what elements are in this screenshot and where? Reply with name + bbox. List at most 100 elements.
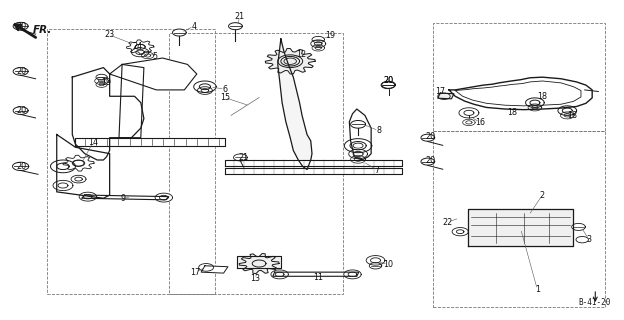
Text: 13: 13 — [250, 274, 260, 283]
Polygon shape — [13, 107, 28, 115]
Bar — [47, 29, 215, 294]
Polygon shape — [572, 223, 585, 230]
Polygon shape — [225, 168, 402, 174]
Text: 20: 20 — [16, 22, 26, 31]
Text: 20: 20 — [16, 106, 26, 115]
Polygon shape — [351, 156, 366, 163]
Polygon shape — [344, 270, 361, 279]
Text: 20: 20 — [425, 156, 436, 164]
Polygon shape — [312, 36, 324, 43]
Text: 8: 8 — [376, 126, 381, 135]
Polygon shape — [197, 87, 212, 94]
Polygon shape — [72, 68, 144, 160]
Polygon shape — [349, 149, 368, 159]
Polygon shape — [452, 228, 468, 236]
Polygon shape — [528, 104, 542, 111]
Polygon shape — [110, 58, 197, 90]
Polygon shape — [13, 22, 28, 30]
Text: 10: 10 — [383, 260, 393, 269]
Polygon shape — [278, 39, 312, 170]
Polygon shape — [57, 134, 110, 198]
Text: 4: 4 — [191, 22, 196, 31]
Polygon shape — [82, 195, 169, 200]
Text: 7: 7 — [375, 166, 380, 175]
Polygon shape — [51, 160, 76, 173]
Text: 1: 1 — [535, 285, 540, 294]
Text: 19: 19 — [102, 78, 112, 87]
Polygon shape — [173, 29, 186, 36]
Polygon shape — [96, 74, 107, 80]
Polygon shape — [119, 64, 144, 138]
Text: 3: 3 — [587, 235, 592, 244]
Polygon shape — [525, 98, 544, 108]
Text: 17: 17 — [435, 87, 446, 96]
Polygon shape — [155, 193, 172, 202]
Polygon shape — [96, 82, 107, 87]
Polygon shape — [132, 48, 149, 57]
Polygon shape — [421, 134, 435, 141]
Text: 20: 20 — [16, 67, 26, 76]
Polygon shape — [233, 154, 247, 161]
Polygon shape — [237, 256, 281, 268]
Polygon shape — [95, 77, 109, 84]
Polygon shape — [438, 93, 454, 99]
Polygon shape — [467, 209, 573, 246]
Polygon shape — [560, 112, 574, 119]
Text: 20: 20 — [384, 76, 394, 85]
Text: B-41-20: B-41-20 — [578, 298, 611, 307]
Polygon shape — [193, 81, 216, 92]
Bar — [434, 23, 605, 131]
Bar — [169, 33, 343, 294]
Polygon shape — [265, 49, 315, 74]
Text: 2: 2 — [540, 190, 545, 200]
Text: 24: 24 — [133, 42, 143, 52]
Polygon shape — [273, 272, 359, 276]
Polygon shape — [142, 52, 154, 59]
Text: 11: 11 — [313, 273, 323, 282]
Polygon shape — [311, 40, 326, 48]
Polygon shape — [312, 45, 324, 51]
Polygon shape — [351, 121, 366, 128]
Polygon shape — [382, 81, 396, 88]
Text: 16: 16 — [475, 118, 485, 127]
Text: 23: 23 — [104, 30, 114, 39]
Polygon shape — [12, 162, 29, 171]
Polygon shape — [225, 160, 402, 166]
Text: 15: 15 — [220, 93, 230, 102]
Text: 6: 6 — [222, 85, 227, 94]
Text: 12: 12 — [296, 50, 306, 59]
Polygon shape — [421, 158, 435, 165]
Polygon shape — [71, 175, 86, 183]
Text: 21: 21 — [238, 153, 248, 162]
Polygon shape — [201, 266, 228, 273]
Polygon shape — [558, 106, 577, 116]
Polygon shape — [271, 270, 288, 279]
Text: 18: 18 — [567, 111, 577, 120]
Text: FR.: FR. — [33, 25, 52, 35]
Text: 18: 18 — [537, 92, 547, 101]
Polygon shape — [228, 23, 242, 30]
Polygon shape — [79, 192, 97, 201]
Polygon shape — [462, 119, 475, 125]
Text: 20: 20 — [16, 162, 26, 171]
Text: 18: 18 — [507, 108, 517, 117]
Text: 22: 22 — [442, 218, 453, 227]
Text: 20: 20 — [383, 76, 393, 85]
Text: 5: 5 — [152, 52, 158, 61]
Polygon shape — [349, 109, 371, 160]
Bar — [434, 131, 605, 307]
Polygon shape — [127, 40, 154, 54]
Polygon shape — [13, 68, 28, 75]
Polygon shape — [239, 253, 279, 274]
Polygon shape — [381, 82, 395, 89]
Polygon shape — [459, 108, 479, 118]
Text: 21: 21 — [235, 12, 245, 21]
Polygon shape — [369, 263, 382, 269]
Polygon shape — [53, 180, 73, 191]
Text: 20: 20 — [425, 132, 436, 140]
Text: 14: 14 — [88, 138, 98, 147]
Polygon shape — [76, 138, 225, 146]
Text: 17: 17 — [190, 268, 201, 277]
Text: 19: 19 — [326, 31, 336, 40]
Text: 9: 9 — [120, 194, 125, 204]
